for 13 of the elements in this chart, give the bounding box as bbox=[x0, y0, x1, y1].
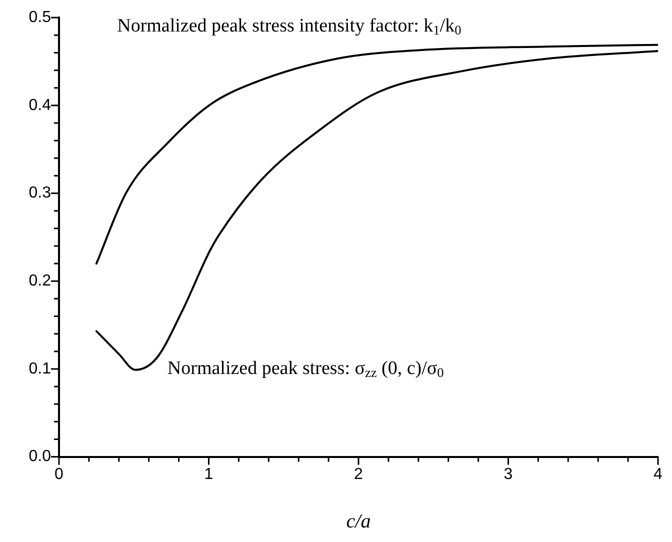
y-tick-label: 0.4 bbox=[28, 96, 52, 114]
x-axis-title: c/a bbox=[346, 510, 371, 532]
x-tick-label: 1 bbox=[204, 466, 214, 483]
x-tick-label: 4 bbox=[654, 466, 663, 483]
x-tick-label: 2 bbox=[354, 466, 364, 483]
y-tick-label: 0.1 bbox=[28, 360, 52, 378]
y-tick-label: 0.0 bbox=[28, 448, 52, 466]
y-tick-label: 0.5 bbox=[28, 9, 52, 26]
line-series bbox=[95, 44, 658, 265]
y-tick-label: 0.2 bbox=[28, 272, 52, 290]
y-tick-label: 0.3 bbox=[28, 184, 52, 202]
x-tick-label: 0 bbox=[54, 466, 64, 483]
x-tick-label: 3 bbox=[504, 466, 513, 483]
